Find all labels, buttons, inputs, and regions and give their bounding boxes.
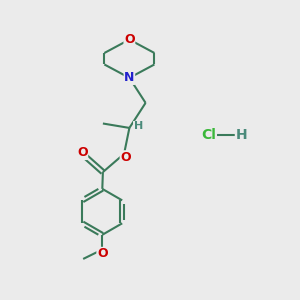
Text: O: O bbox=[97, 248, 108, 260]
Text: Cl: Cl bbox=[202, 128, 216, 142]
Text: H: H bbox=[134, 122, 143, 131]
Text: O: O bbox=[124, 33, 135, 46]
Text: O: O bbox=[120, 151, 131, 164]
Text: N: N bbox=[124, 71, 135, 84]
Text: O: O bbox=[77, 146, 88, 159]
Text: H: H bbox=[236, 128, 247, 142]
